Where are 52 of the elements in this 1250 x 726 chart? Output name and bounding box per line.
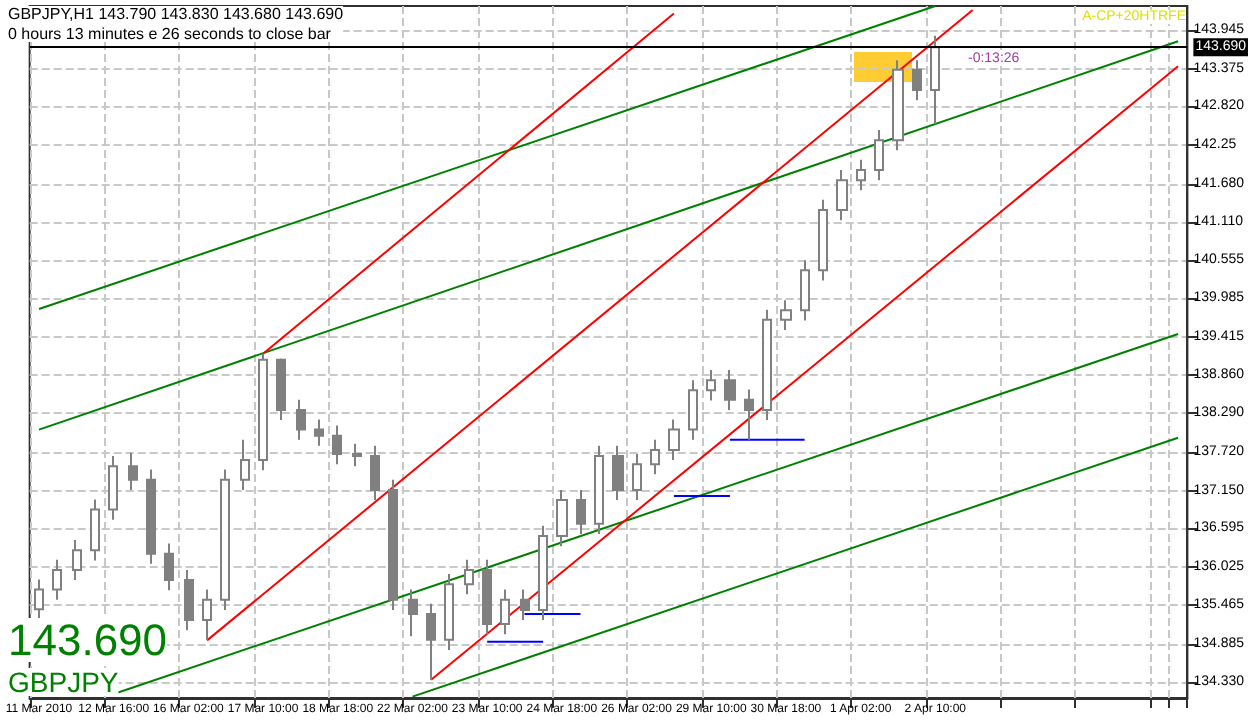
candlestick (556, 488, 568, 548)
candlestick (856, 158, 866, 192)
candlestick (482, 558, 492, 636)
candlestick (276, 357, 286, 422)
candlestick (388, 478, 398, 611)
candlestick (594, 444, 604, 535)
candlestick (668, 418, 680, 462)
candlestick (258, 352, 268, 472)
candlestick (370, 444, 380, 502)
candlestick (240, 438, 250, 491)
candlestick (520, 588, 530, 622)
candlestick (724, 368, 736, 411)
candlestick (464, 558, 474, 596)
candlestick (800, 259, 810, 322)
candlestick (108, 455, 118, 521)
candlestick (408, 588, 418, 638)
candlestick (314, 418, 324, 447)
candlestick (426, 602, 436, 681)
candlestick (874, 129, 884, 182)
text: 0 hours 13 minutes e 26 seconds to close bar (8, 25, 332, 43)
candlestick (444, 572, 454, 651)
chart-title: GBPJPY,H1 143.790 143.830 143.680 143.690 (8, 5, 345, 23)
candlestick (184, 568, 194, 632)
candlestick (52, 558, 62, 601)
candlestick (912, 59, 922, 102)
candlestick (128, 451, 138, 491)
candlestick (352, 442, 362, 468)
candlestick (500, 588, 510, 636)
candlestick (146, 468, 156, 565)
candlestick (72, 539, 82, 582)
candlestick (762, 308, 772, 422)
candlestick (706, 368, 716, 402)
candlestick (296, 398, 306, 441)
candlestick (612, 444, 624, 502)
candlestick (744, 388, 754, 441)
candlestick (202, 588, 212, 641)
candlestick (632, 453, 642, 502)
candlestick (930, 34, 940, 125)
candlestick (650, 438, 660, 476)
candlestick (688, 379, 698, 441)
candlestick (818, 198, 828, 282)
candlestick (220, 468, 230, 611)
candlestick (576, 488, 586, 535)
candlestick (164, 542, 174, 592)
candlestick (538, 524, 548, 622)
candlestick (332, 424, 342, 466)
annotation: 143.690 (8, 615, 168, 665)
annotation: GBPJPY (8, 666, 120, 698)
candlestick (780, 299, 792, 331)
candlestick (892, 59, 904, 152)
candlestick (836, 169, 848, 222)
candlestick (90, 498, 100, 562)
